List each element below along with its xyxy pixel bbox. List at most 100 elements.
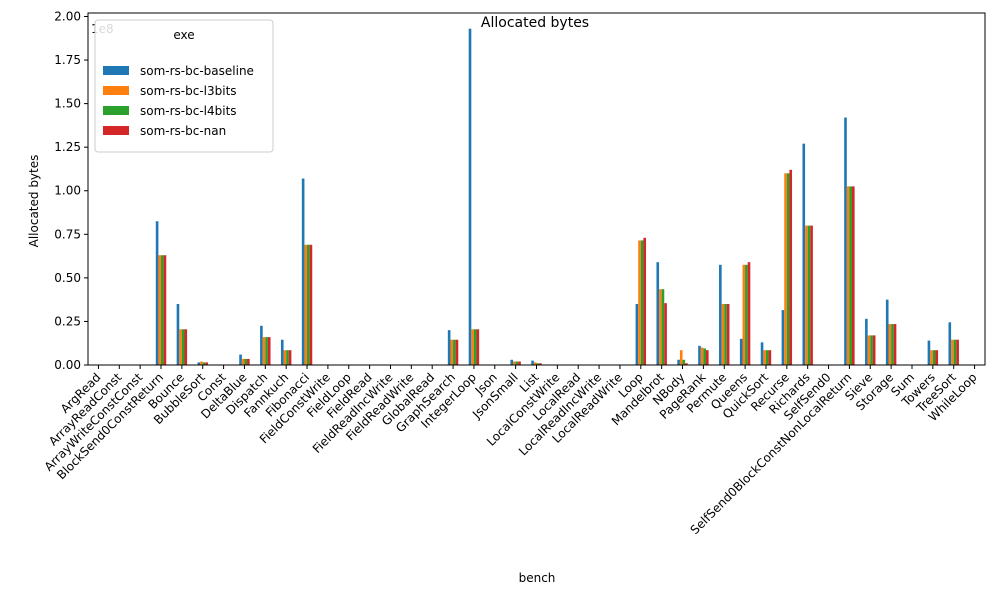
bar-som-rs-bc-baseline-Recurse: [781, 310, 785, 365]
legend-swatch: [103, 66, 129, 75]
legend: exe som-rs-bc-baselinesom-rs-bc-l3bitsso…: [94, 19, 274, 153]
bar-som-rs-bc-nan-PageRank: [705, 350, 709, 365]
y-tick-label: 1.50: [54, 97, 81, 111]
legend-swatch: [103, 106, 129, 115]
bar-som-rs-bc-nan-SelfSend0BlockConstNonLocalReturn: [852, 186, 855, 365]
y-axis-ticks: 0.00 0.25 0.50 0.75 1.00 1.25 1.50 1.75 2.00: [54, 9, 88, 372]
bar-som-rs-bc-nan-Storage: [893, 324, 897, 365]
bar-som-rs-bc-l3bits-Sieve: [867, 335, 871, 365]
bar-som-rs-bc-baseline-BubbleSort: [197, 362, 201, 365]
bar-som-rs-bc-nan-Loop: [643, 237, 647, 365]
bar-som-rs-bc-nan-Permute: [726, 304, 730, 365]
bar-som-rs-bc-l3bits-JsonSmall: [513, 361, 516, 365]
legend-label: som-rs-bc-l4bits: [140, 104, 237, 118]
legend-box: [94, 19, 274, 153]
bar-som-rs-bc-l3bits-IntegerLoop: [471, 329, 474, 365]
bar-som-rs-bc-nan-IntegerLoop: [476, 329, 480, 365]
y-tick-label: 1.00: [54, 184, 81, 198]
bar-som-rs-bc-nan-NBody: [685, 363, 688, 365]
y-tick-label: 0.25: [54, 314, 81, 328]
bar-som-rs-bc-nan-QuickSort: [768, 350, 772, 365]
bar-som-rs-bc-baseline-Dispatch: [260, 325, 263, 365]
bar-som-rs-bc-nan-Fannkuch: [288, 350, 292, 365]
bar-som-rs-bc-l4bits-Recurse: [786, 173, 790, 365]
bar-som-rs-bc-baseline-SelfSend0BlockConstNonLocalReturn: [844, 117, 847, 365]
legend-swatch: [103, 126, 129, 135]
bar-som-rs-bc-l3bits-Loop: [638, 240, 641, 365]
bar-som-rs-bc-nan-Bounce: [184, 329, 188, 365]
legend-swatch: [103, 86, 129, 95]
bar-som-rs-bc-l4bits-Sieve: [870, 335, 873, 365]
chart-title: Allocated bytes: [481, 15, 589, 31]
bar-som-rs-bc-nan-Queens: [747, 262, 751, 365]
legend-label: som-rs-bc-baseline: [140, 64, 254, 78]
bar-som-rs-bc-baseline-BlockSend0ConstReturn: [155, 221, 159, 365]
bar-som-rs-bc-l3bits-NBody: [679, 350, 683, 365]
bar-som-rs-bc-l3bits-QuickSort: [763, 350, 766, 365]
plot-frame: [87, 12, 986, 366]
bar-som-rs-bc-l3bits-Mandelbrot: [659, 289, 662, 365]
bar-som-rs-bc-baseline-IntegerLoop: [468, 28, 472, 366]
bar-som-rs-bc-l3bits-BubbleSort: [200, 361, 203, 365]
bar-som-rs-bc-l3bits-List: [533, 362, 537, 365]
bar-som-rs-bc-baseline-Queens: [739, 338, 743, 365]
bar-som-rs-bc-l4bits-Richards: [807, 225, 811, 365]
bar-som-rs-bc-l4bits-BlockSend0ConstReturn: [161, 255, 164, 365]
bar-som-rs-bc-baseline-Bounce: [176, 304, 180, 365]
bar-som-rs-bc-nan-GraphSearch: [455, 339, 459, 365]
bar-som-rs-bc-l4bits-BubbleSort: [202, 362, 206, 365]
bar-som-rs-bc-l4bits-JsonSmall: [515, 361, 519, 365]
bar-som-rs-bc-baseline-JsonSmall: [510, 359, 514, 365]
bar-som-rs-bc-baseline-List: [531, 360, 534, 365]
y-tick-label: 1.25: [54, 140, 81, 154]
bar-som-rs-bc-nan-BlockSend0ConstReturn: [163, 255, 167, 365]
bar-som-rs-bc-baseline-Permute: [719, 264, 722, 365]
y-tick-label: 2.00: [54, 9, 81, 23]
bar-som-rs-bc-l3bits-Storage: [888, 324, 892, 365]
bar-som-rs-bc-l3bits-TreeSort: [951, 339, 954, 365]
bar-som-rs-bc-l3bits-Fibonacci: [304, 244, 308, 365]
bar-som-rs-bc-l4bits-Permute: [724, 304, 727, 365]
bar-som-rs-bc-nan-Dispatch: [267, 337, 271, 365]
bar-som-rs-bc-l3bits-Bounce: [179, 329, 182, 365]
bar-som-rs-bc-l4bits-QuickSort: [765, 350, 769, 365]
bar-som-rs-bc-baseline-GraphSearch: [447, 330, 451, 365]
bars-group: [155, 28, 959, 366]
legend-items: som-rs-bc-baseline som-rs-bc-l3bits som-rs…: [103, 64, 254, 138]
bar-som-rs-bc-nan-Towers: [935, 350, 939, 365]
bar-som-rs-bc-l3bits-BlockSend0ConstReturn: [158, 255, 162, 365]
bar-som-rs-bc-nan-TreeSort: [956, 339, 959, 365]
bar-som-rs-bc-l4bits-Dispatch: [265, 337, 268, 365]
y-tick-label: 0.50: [54, 271, 81, 285]
bar-som-rs-bc-baseline-NBody: [677, 359, 680, 365]
legend-label: som-rs-bc-l3bits: [140, 84, 237, 98]
bar-som-rs-bc-baseline-PageRank: [698, 345, 701, 365]
bar-som-rs-bc-l4bits-PageRank: [703, 348, 706, 365]
bar-som-rs-bc-l4bits-Loop: [640, 240, 644, 365]
bar-som-rs-bc-baseline-Fannkuch: [280, 339, 284, 365]
legend-label: som-rs-bc-nan: [140, 124, 226, 138]
bar-som-rs-bc-baseline-Sieve: [865, 318, 868, 365]
bar-som-rs-bc-l3bits-Richards: [805, 225, 808, 365]
bar-som-rs-bc-l3bits-Dispatch: [262, 337, 266, 365]
x-axis-label: bench: [519, 571, 556, 585]
bar-som-rs-bc-l4bits-Storage: [891, 324, 894, 365]
bar-som-rs-bc-l4bits-Towers: [932, 350, 936, 365]
y-tick-label: 0.00: [54, 358, 81, 372]
bar-som-rs-bc-nan-Mandelbrot: [664, 303, 667, 365]
bar-som-rs-bc-nan-Sieve: [872, 335, 876, 365]
bar-som-rs-bc-baseline-Loop: [635, 304, 639, 365]
bar-som-rs-bc-l4bits-NBody: [682, 359, 686, 365]
bar-som-rs-bc-l4bits-Fibonacci: [307, 244, 310, 365]
bar-som-rs-bc-l4bits-Mandelbrot: [661, 289, 665, 365]
bar-som-rs-bc-l4bits-IntegerLoop: [473, 329, 477, 365]
bar-som-rs-bc-nan-List: [539, 363, 542, 365]
bar-som-rs-bc-l3bits-PageRank: [700, 347, 704, 365]
bar-som-rs-bc-l4bits-TreeSort: [953, 339, 957, 365]
bar-som-rs-bc-l4bits-Queens: [745, 264, 748, 365]
bar-som-rs-bc-l3bits-GraphSearch: [450, 339, 454, 365]
bar-som-rs-bc-l4bits-Fannkuch: [286, 350, 289, 365]
bar-som-rs-bc-baseline-Towers: [927, 340, 931, 365]
bar-som-rs-bc-l3bits-SelfSend0BlockConstNonLocalReturn: [846, 186, 850, 365]
